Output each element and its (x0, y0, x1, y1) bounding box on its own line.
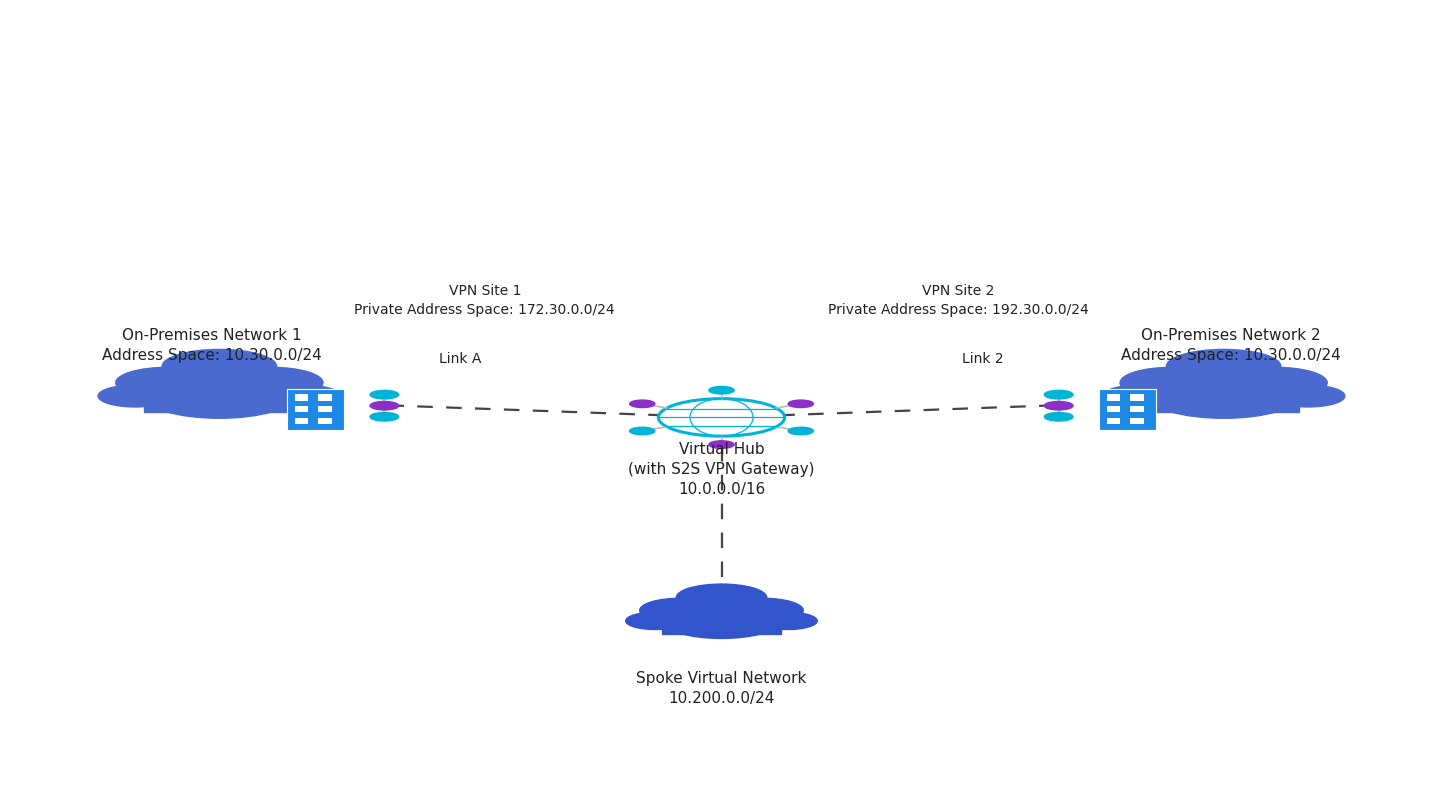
Ellipse shape (219, 367, 323, 398)
FancyBboxPatch shape (319, 418, 332, 424)
Ellipse shape (626, 612, 684, 630)
FancyBboxPatch shape (287, 389, 345, 429)
FancyBboxPatch shape (662, 618, 781, 634)
Ellipse shape (144, 374, 294, 418)
Ellipse shape (759, 612, 817, 630)
Text: Link 2: Link 2 (962, 352, 1003, 366)
Ellipse shape (98, 385, 172, 407)
FancyBboxPatch shape (1130, 418, 1144, 424)
Ellipse shape (629, 427, 655, 435)
FancyBboxPatch shape (319, 394, 332, 400)
Ellipse shape (722, 598, 804, 623)
Ellipse shape (1224, 367, 1328, 398)
Ellipse shape (709, 386, 734, 394)
Ellipse shape (658, 399, 785, 436)
Ellipse shape (788, 427, 814, 435)
FancyBboxPatch shape (294, 406, 307, 412)
Text: Spoke Virtual Network
10.200.0.0/24: Spoke Virtual Network 10.200.0.0/24 (636, 671, 807, 705)
FancyBboxPatch shape (1107, 418, 1120, 424)
Ellipse shape (1045, 390, 1074, 399)
Ellipse shape (629, 400, 655, 407)
FancyBboxPatch shape (144, 392, 294, 412)
Ellipse shape (369, 412, 398, 421)
Ellipse shape (1166, 349, 1281, 384)
FancyBboxPatch shape (294, 418, 307, 424)
Ellipse shape (1045, 412, 1074, 421)
Ellipse shape (1045, 401, 1074, 410)
Ellipse shape (162, 349, 277, 384)
Ellipse shape (639, 598, 722, 623)
FancyBboxPatch shape (1130, 394, 1144, 400)
Ellipse shape (677, 584, 766, 611)
Ellipse shape (115, 367, 219, 398)
FancyBboxPatch shape (1149, 392, 1299, 412)
Text: On-Premises Network 2
Address Space: 10.30.0.0/24: On-Premises Network 2 Address Space: 10.… (1121, 328, 1341, 362)
Ellipse shape (369, 390, 398, 399)
FancyBboxPatch shape (1107, 406, 1120, 412)
Text: Link A: Link A (439, 352, 482, 366)
Text: VPN Site 1
Private Address Space: 172.30.0.0/24: VPN Site 1 Private Address Space: 172.30… (355, 284, 615, 317)
Ellipse shape (369, 401, 398, 410)
FancyBboxPatch shape (1107, 394, 1120, 400)
Ellipse shape (1149, 374, 1299, 418)
Ellipse shape (267, 385, 341, 407)
Ellipse shape (709, 440, 734, 448)
FancyBboxPatch shape (319, 406, 332, 412)
Ellipse shape (662, 604, 781, 638)
FancyBboxPatch shape (294, 394, 307, 400)
Ellipse shape (788, 400, 814, 407)
FancyBboxPatch shape (1098, 389, 1156, 429)
Text: VPN Site 2
Private Address Space: 192.30.0.0/24: VPN Site 2 Private Address Space: 192.30… (828, 284, 1088, 317)
Ellipse shape (1102, 385, 1176, 407)
FancyBboxPatch shape (1130, 406, 1144, 412)
Text: Virtual Hub
(with S2S VPN Gateway)
10.0.0.0/16: Virtual Hub (with S2S VPN Gateway) 10.0.… (628, 442, 815, 496)
Ellipse shape (1120, 367, 1224, 398)
Text: On-Premises Network 1
Address Space: 10.30.0.0/24: On-Premises Network 1 Address Space: 10.… (102, 328, 322, 362)
Ellipse shape (1271, 385, 1345, 407)
